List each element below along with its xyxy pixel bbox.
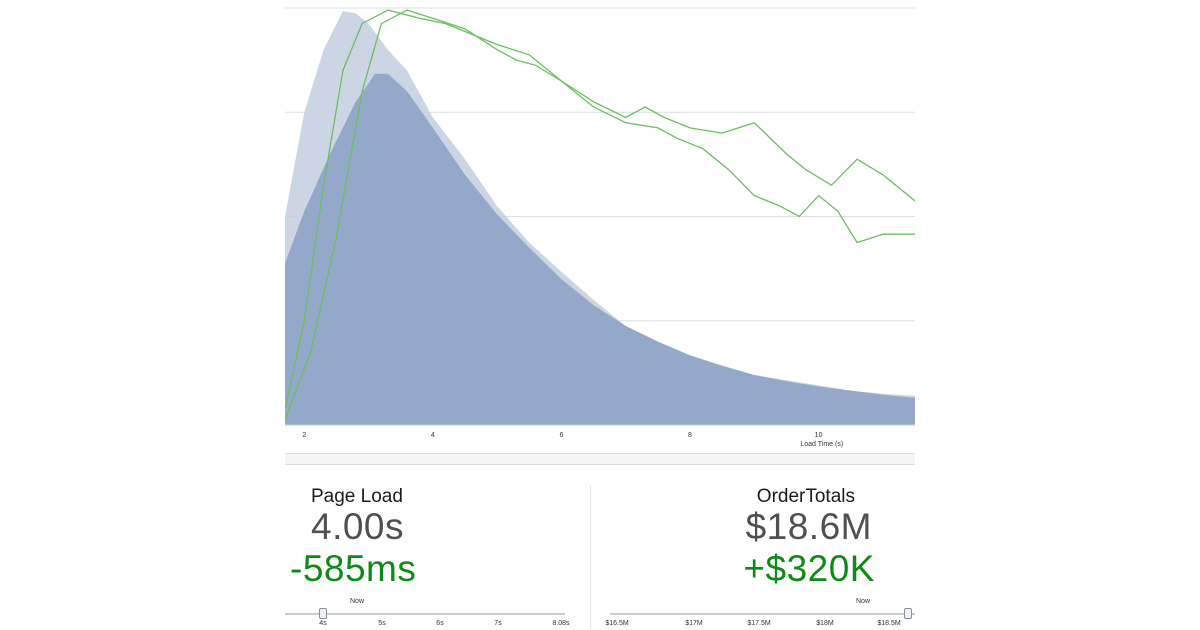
slider-tick-label: $18.5M — [877, 620, 901, 627]
order-totals-slider[interactable]: Now $16.5M $17M $17.5M $18M $18.5M — [590, 596, 915, 630]
x-tick-label: 4 — [431, 432, 435, 439]
slider-tick-label: 8.08s — [552, 620, 570, 627]
x-axis-title: Load Time (s) — [800, 441, 843, 448]
series-line-4 — [285, 9, 915, 421]
slider-handle[interactable] — [904, 608, 912, 619]
slider-now-label: Now — [349, 598, 365, 605]
order-totals-delta: +$320K — [743, 548, 875, 589]
x-tick-label: 8 — [688, 432, 692, 439]
x-tick-label: 2 — [302, 432, 306, 439]
slider-tick-label: 6s — [436, 620, 444, 627]
page-load-slider[interactable]: Now 4s 5s 6s 7s 8.08s — [285, 596, 590, 630]
slider-tick-label: $17.5M — [747, 620, 771, 627]
slider-tick-label: $18M — [816, 620, 834, 627]
series-line-3 — [285, 9, 915, 410]
order-totals-value: $18.6M — [745, 506, 872, 547]
page-load-metric[interactable]: Page Load 4.00s -585ms — [285, 478, 600, 598]
slider-track[interactable] — [610, 613, 915, 615]
page-load-value: 4.00s — [311, 506, 405, 547]
series-area-2 — [285, 73, 915, 425]
slider-now-label: Now — [855, 598, 871, 605]
slider-tick-label: $17M — [685, 620, 703, 627]
page-load-delta: -585ms — [290, 548, 417, 589]
slider-handle[interactable] — [319, 608, 327, 619]
page-load-title: Page Load — [311, 486, 403, 507]
panel-divider — [285, 453, 915, 465]
dashboard-panel: 2 4 6 8 10 Load Time (s) Page Load 4.00s -585… — [285, 0, 915, 630]
slider-track[interactable] — [285, 613, 565, 615]
x-tick-label: 6 — [559, 432, 563, 439]
x-tick-label: 10 — [815, 432, 823, 439]
metric-separator — [590, 485, 591, 630]
slider-tick-label: 7s — [494, 620, 502, 627]
slider-tick-label: 5s — [378, 620, 386, 627]
load-time-distribution-chart: 2 4 6 8 10 Load Time (s) — [285, 7, 915, 448]
slider-tick-label: $16.5M — [605, 620, 629, 627]
order-totals-metric[interactable]: OrderTotals $18.6M +$320K — [590, 478, 905, 598]
order-totals-title: OrderTotals — [756, 486, 855, 507]
slider-tick-label: 4s — [319, 620, 327, 627]
